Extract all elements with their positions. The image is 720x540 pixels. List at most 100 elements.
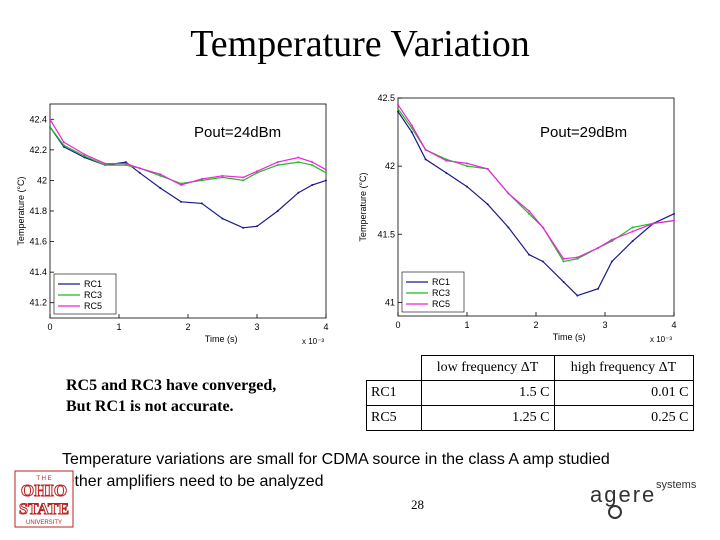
y-tick-label: 41.5 <box>377 229 395 239</box>
data-point-rc1 <box>507 226 510 229</box>
y-axis-label: Temperature (°C) <box>16 176 26 245</box>
series-line-rc3 <box>49 126 327 185</box>
data-point-rc5 <box>597 246 600 249</box>
data-point-rc3 <box>562 260 565 263</box>
table-header-row: low frequency ΔT high frequency ΔT <box>366 355 694 381</box>
x-tick-label: 4 <box>671 320 676 330</box>
data-point-rc5 <box>631 230 634 233</box>
data-point-rc5 <box>159 173 162 176</box>
observation-note: RC5 and RC3 have converged, But RC1 is n… <box>66 375 276 417</box>
series-line-rc1 <box>49 126 327 229</box>
data-point-rc1 <box>311 184 314 187</box>
data-point-rc5 <box>256 170 258 173</box>
data-point-rc5 <box>242 176 245 179</box>
cell-high: 0.01 C <box>553 380 694 406</box>
data-point-rc1 <box>276 210 279 212</box>
series-line-rc3 <box>397 108 675 263</box>
data-point-rc3 <box>311 164 314 167</box>
y-tick-label: 42.4 <box>29 114 47 124</box>
data-point-rc1 <box>221 217 224 220</box>
svg-text:OHIO: OHIO <box>21 481 67 500</box>
data-point-rc3 <box>256 171 258 174</box>
ohio-state-logo: T H E OHIO STATE UNIVERSITY <box>14 470 74 528</box>
data-point-rc5 <box>486 167 489 170</box>
bullet-item: Other amplifiers need to be analyzed <box>62 473 324 490</box>
data-point-rc1 <box>562 280 565 283</box>
data-point-rc5 <box>576 256 579 259</box>
x-tick-label: 2 <box>185 322 190 332</box>
y-tick-label: 42.5 <box>377 93 395 103</box>
data-point-rc5 <box>49 118 51 121</box>
x-tick-label: 0 <box>395 320 400 330</box>
data-point-rc3 <box>325 171 327 174</box>
data-point-rc5 <box>297 156 300 159</box>
data-point-rc3 <box>410 126 413 129</box>
data-point-rc3 <box>159 174 162 177</box>
data-point-rc5 <box>652 222 655 225</box>
data-point-rc3 <box>62 144 65 147</box>
data-point-rc5 <box>325 168 327 171</box>
bullet-list: Temperature variations are small for CDM… <box>62 449 610 493</box>
header-low-frequency: low frequency ΔT <box>420 355 555 381</box>
bullet-item: Temperature variations are small for CDM… <box>62 451 610 468</box>
data-point-rc1 <box>138 171 141 174</box>
data-point-rc1 <box>631 240 634 243</box>
x-axis-label: Time (s) <box>205 334 238 344</box>
delta-t-table: low frequency ΔT high frequency ΔT RC1 1… <box>366 355 694 431</box>
x-tick-label: 3 <box>602 320 607 330</box>
table-row: RC1 1.5 C 0.01 C <box>366 380 694 406</box>
cell-high: 0.25 C <box>553 405 694 431</box>
x-tick-label: 0 <box>47 322 52 332</box>
cell-low: 1.25 C <box>420 405 555 431</box>
x-tick-label: 1 <box>116 322 121 332</box>
data-point-rc5 <box>424 148 427 151</box>
x-tick-label: 4 <box>323 322 328 332</box>
data-point-rc3 <box>276 164 279 167</box>
slide-title: Temperature Variation <box>190 23 530 65</box>
data-point-rc1 <box>673 212 675 215</box>
data-point-rc1 <box>528 253 531 256</box>
legend-box <box>401 271 465 313</box>
svg-text:T H E: T H E <box>36 476 51 482</box>
data-point-rc1 <box>180 200 183 203</box>
data-point-rc1 <box>242 226 245 229</box>
svg-text:UNIVERSITY: UNIVERSITY <box>26 520 62 526</box>
legend-label-rc3: RC3 <box>84 290 102 300</box>
data-point-rc5 <box>397 103 399 106</box>
x-multiplier-label: x 10⁻³ <box>302 337 324 346</box>
data-point-rc3 <box>180 182 183 185</box>
y-tick-label: 41 <box>385 297 395 307</box>
data-point-rc5 <box>104 162 107 165</box>
data-point-rc5 <box>276 161 279 164</box>
x-tick-label: 1 <box>464 320 469 330</box>
data-point-rc5 <box>445 159 448 162</box>
header-high-frequency: high frequency ΔT <box>553 355 694 381</box>
y-tick-label: 42 <box>385 161 395 171</box>
data-point-rc3 <box>49 125 51 128</box>
data-point-rc1 <box>410 131 413 134</box>
legend-box <box>53 273 117 315</box>
data-point-rc5 <box>541 226 544 229</box>
data-point-rc1 <box>256 225 258 228</box>
data-point-rc3 <box>466 165 468 168</box>
data-point-rc3 <box>528 212 531 215</box>
legend-label-rc3: RC3 <box>432 288 450 298</box>
data-point-rc3 <box>397 107 399 110</box>
data-point-rc5 <box>221 174 224 177</box>
plot-29dbm-title: Pout=29dBm <box>540 124 628 141</box>
svg-text:STATE: STATE <box>19 501 69 518</box>
series-line-rc5 <box>397 104 675 260</box>
note-line-1: RC5 and RC3 have converged, <box>66 377 277 394</box>
data-point-rc1 <box>610 260 613 263</box>
svg-text:systems: systems <box>656 479 697 491</box>
data-point-rc1 <box>159 187 162 190</box>
data-point-rc1 <box>124 161 127 164</box>
data-point-rc5 <box>466 162 468 165</box>
data-point-rc1 <box>466 185 468 188</box>
agere-systems-logo: agere systems <box>586 478 704 520</box>
row-label: RC1 <box>366 380 422 406</box>
series-line-rc5 <box>49 118 327 186</box>
table-corner <box>366 355 422 381</box>
data-point-rc1 <box>576 294 579 297</box>
legend-label-rc1: RC1 <box>432 277 450 287</box>
